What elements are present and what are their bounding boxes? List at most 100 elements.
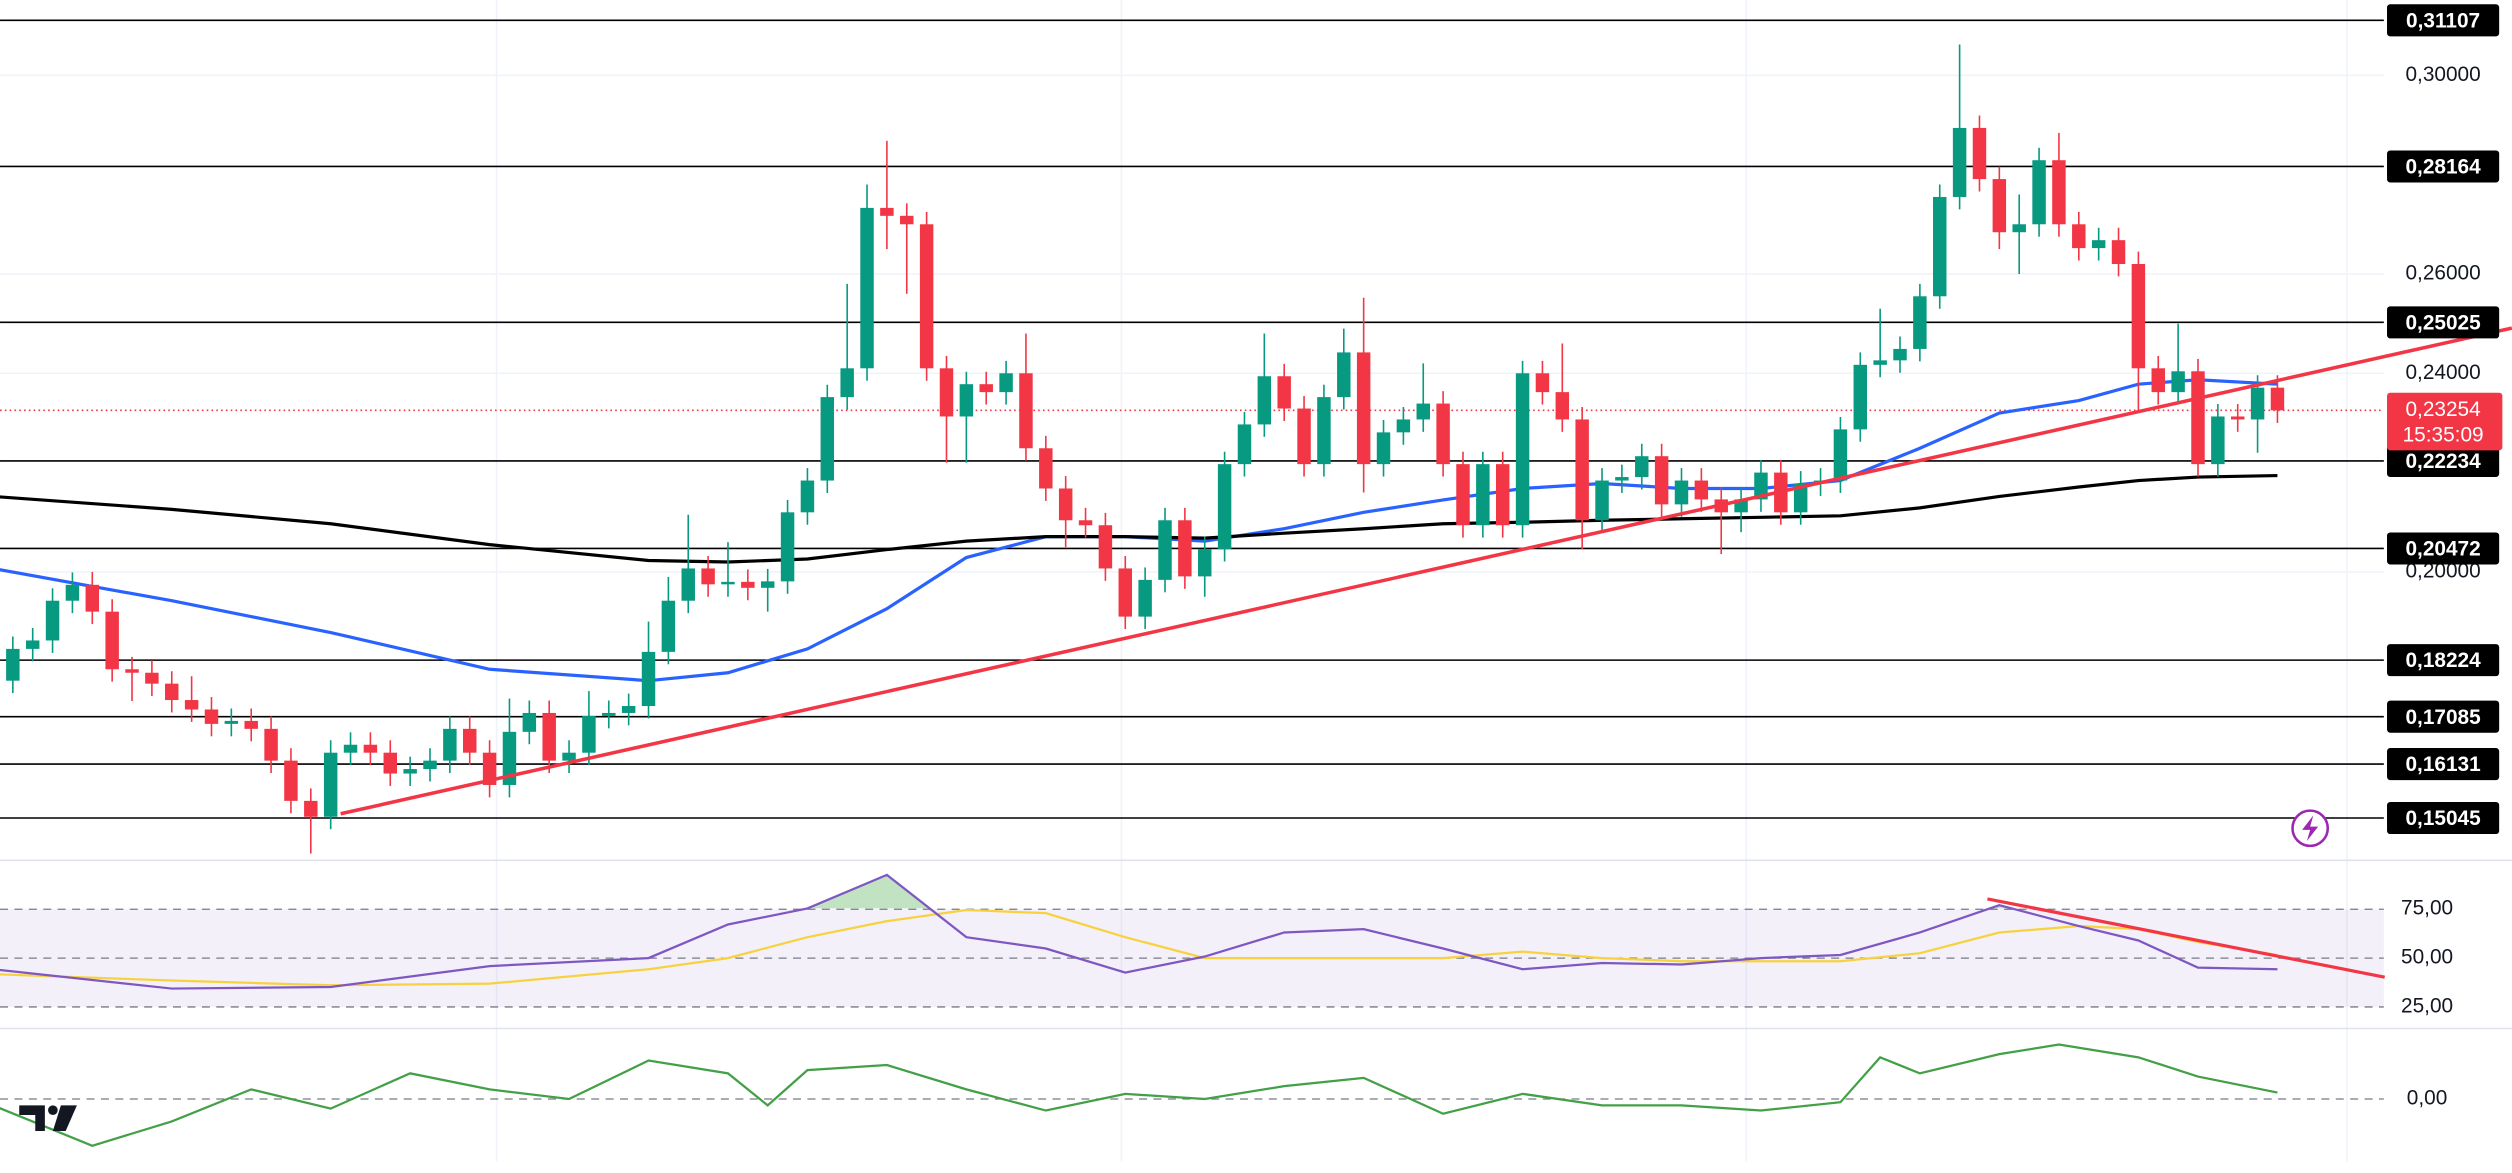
indicator-line	[0, 1043, 2278, 1147]
candle-body	[919, 224, 934, 369]
candle-body	[1019, 373, 1033, 449]
candle-body	[800, 480, 815, 513]
candle-body	[204, 709, 219, 724]
candle-body	[1396, 419, 1411, 433]
candle-body	[661, 600, 676, 652]
trendline	[340, 326, 2512, 816]
candle-body	[2052, 160, 2066, 225]
level-label-box	[2387, 4, 2500, 37]
candle-body	[2191, 371, 2205, 465]
candle-body	[2131, 264, 2146, 369]
candle-body	[2171, 371, 2185, 393]
y-tick-label: 75,00	[2401, 897, 2453, 920]
candle-body	[1933, 196, 1947, 297]
candle-body	[2012, 224, 2026, 233]
candle-body	[1654, 456, 1669, 505]
candle-body	[1535, 373, 1550, 393]
lightning-icon[interactable]	[2291, 809, 2330, 848]
candle-body	[741, 581, 755, 588]
candle-body	[959, 384, 974, 417]
candle-body	[1793, 483, 1808, 513]
candle-body	[1476, 464, 1490, 526]
level-label-box	[2387, 801, 2500, 835]
candle-body	[760, 581, 775, 588]
candle-body	[1118, 568, 1133, 617]
logo-part	[52, 1105, 77, 1132]
level-label-box	[2387, 306, 2500, 339]
level-label: 0,20472	[2405, 538, 2480, 561]
moving-average	[0, 473, 2278, 564]
candle-body	[423, 760, 437, 770]
candle-body	[860, 207, 874, 369]
y-tick-label: 25,00	[2401, 994, 2453, 1017]
candle-body	[1178, 520, 1192, 577]
candle-body	[820, 397, 835, 481]
candle-body	[1217, 464, 1232, 550]
candle-body	[2032, 160, 2046, 225]
candle-body	[184, 700, 199, 710]
candle-body	[1952, 127, 1967, 197]
candle-body	[1277, 376, 1291, 409]
candle-body	[542, 712, 556, 761]
level-label-box	[2387, 532, 2500, 565]
candle-body	[25, 640, 40, 649]
logo-part	[19, 1105, 45, 1132]
candle-body	[701, 568, 715, 585]
candle-body	[1893, 348, 1907, 361]
candle-body	[1198, 549, 1212, 577]
current-price-box	[2387, 392, 2503, 451]
candle-body	[721, 581, 735, 585]
countdown-label: 15:35:09	[2403, 423, 2484, 446]
candle-body	[522, 712, 537, 732]
candle-body	[1635, 456, 1649, 478]
candle-body	[2072, 224, 2086, 249]
candle-body	[1992, 179, 2007, 233]
candle-body	[2111, 240, 2126, 265]
candle-body	[1575, 419, 1589, 521]
candle-body	[2270, 387, 2285, 411]
candle-body	[562, 752, 576, 761]
level-label: 0,15045	[2405, 807, 2480, 830]
candle-body	[482, 752, 497, 785]
candle-body	[85, 584, 100, 612]
level-label: 0,22234	[2405, 450, 2481, 473]
y-tick-label: 0,24000	[2405, 361, 2480, 384]
candle-body	[1495, 464, 1510, 526]
candle-body	[65, 584, 80, 601]
level-label-box	[2387, 700, 2500, 733]
y-tick-label: 0,26000	[2405, 261, 2480, 284]
level-label-box	[2387, 644, 2500, 677]
level-label: 0,25025	[2405, 311, 2480, 334]
candle-body	[383, 752, 397, 774]
level-label-box	[2387, 444, 2500, 477]
candle-body	[165, 683, 179, 701]
candle-body	[1972, 127, 1987, 180]
icon-bolt[interactable]	[2302, 815, 2319, 842]
candle-body	[1039, 448, 1053, 489]
logo-part	[48, 1105, 58, 1116]
candle-body	[979, 384, 993, 393]
candle-body	[681, 568, 695, 601]
level-label: 0,16131	[2405, 753, 2480, 776]
trendline	[1987, 897, 2386, 979]
candle-body	[1436, 403, 1450, 465]
candle-body	[780, 512, 795, 582]
candle-body	[323, 752, 338, 817]
candle-body	[343, 744, 358, 753]
candle-body	[1098, 525, 1113, 569]
candle-body	[6, 648, 20, 681]
candle-body	[582, 715, 596, 753]
candle-body	[1754, 472, 1768, 500]
tradingview-logo	[19, 1105, 77, 1132]
level-label: 0,17085	[2405, 706, 2480, 729]
candle-body	[1595, 480, 1609, 521]
candle-body	[1456, 464, 1470, 526]
candle-body	[1515, 373, 1530, 526]
candle-body	[1138, 579, 1152, 617]
candle-body	[1356, 352, 1371, 465]
candle-body	[284, 760, 298, 801]
price-axis: 0,30000 0,26000 0,24000 0,20000 0,31107 0,281…	[2387, 4, 2503, 1109]
candle-body	[1337, 352, 1351, 398]
